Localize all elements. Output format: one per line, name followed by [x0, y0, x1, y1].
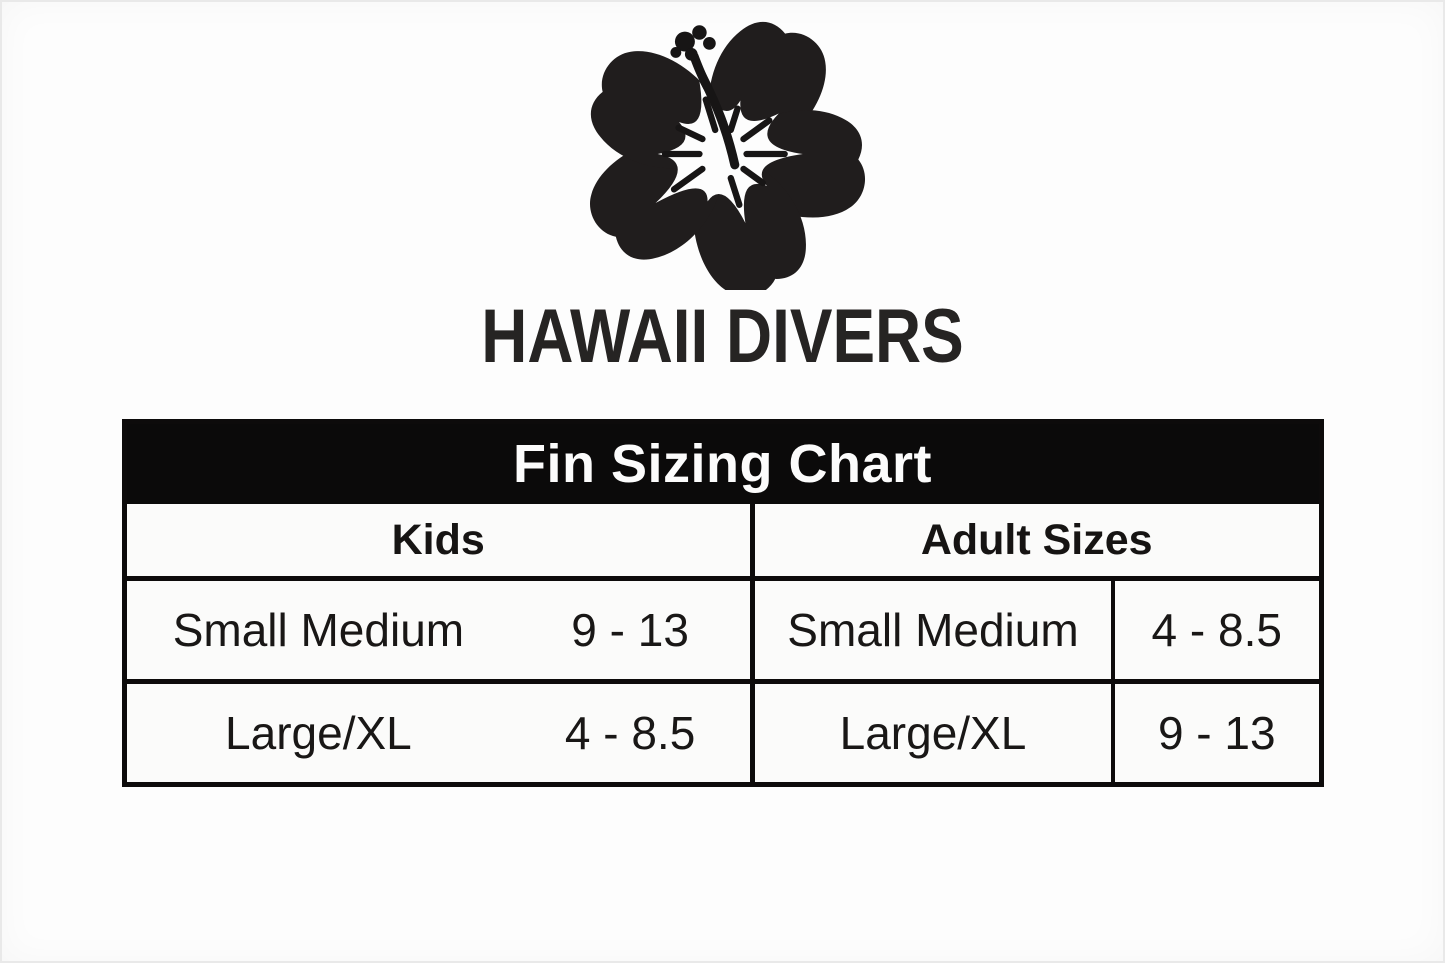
table-header-row: Kids Adult Sizes: [126, 504, 1319, 581]
kids-size-label: Large/XL: [225, 707, 412, 759]
logo-section: [0, 0, 1445, 295]
fin-sizing-table: Fin Sizing Chart Kids Adult Sizes Small …: [121, 419, 1324, 787]
column-header-kids: Kids: [391, 515, 485, 564]
adult-size-range: 4 - 8.5: [1111, 581, 1318, 679]
column-header-adult-sizes: Adult Sizes: [749, 504, 1319, 576]
adult-size-label: Small Medium: [749, 581, 1111, 679]
kids-size-range: 9 - 13: [571, 604, 689, 656]
hibiscus-icon: [589, 21, 865, 290]
table-row: Small Medium 9 - 13 Small Medium 4 - 8.5: [127, 581, 1319, 679]
kids-size-label: Small Medium: [172, 604, 465, 656]
table-title: Fin Sizing Chart: [126, 424, 1319, 504]
adult-size-range: 9 - 13: [1111, 684, 1318, 782]
brand-title: HAWAII DIVERS: [481, 294, 964, 379]
table-row: Large/XL 4 - 8.5 Large/XL 9 - 13: [126, 679, 1319, 782]
kids-size-range: 4 - 8.5: [564, 707, 696, 759]
adult-size-label: Large/XL: [749, 684, 1111, 782]
